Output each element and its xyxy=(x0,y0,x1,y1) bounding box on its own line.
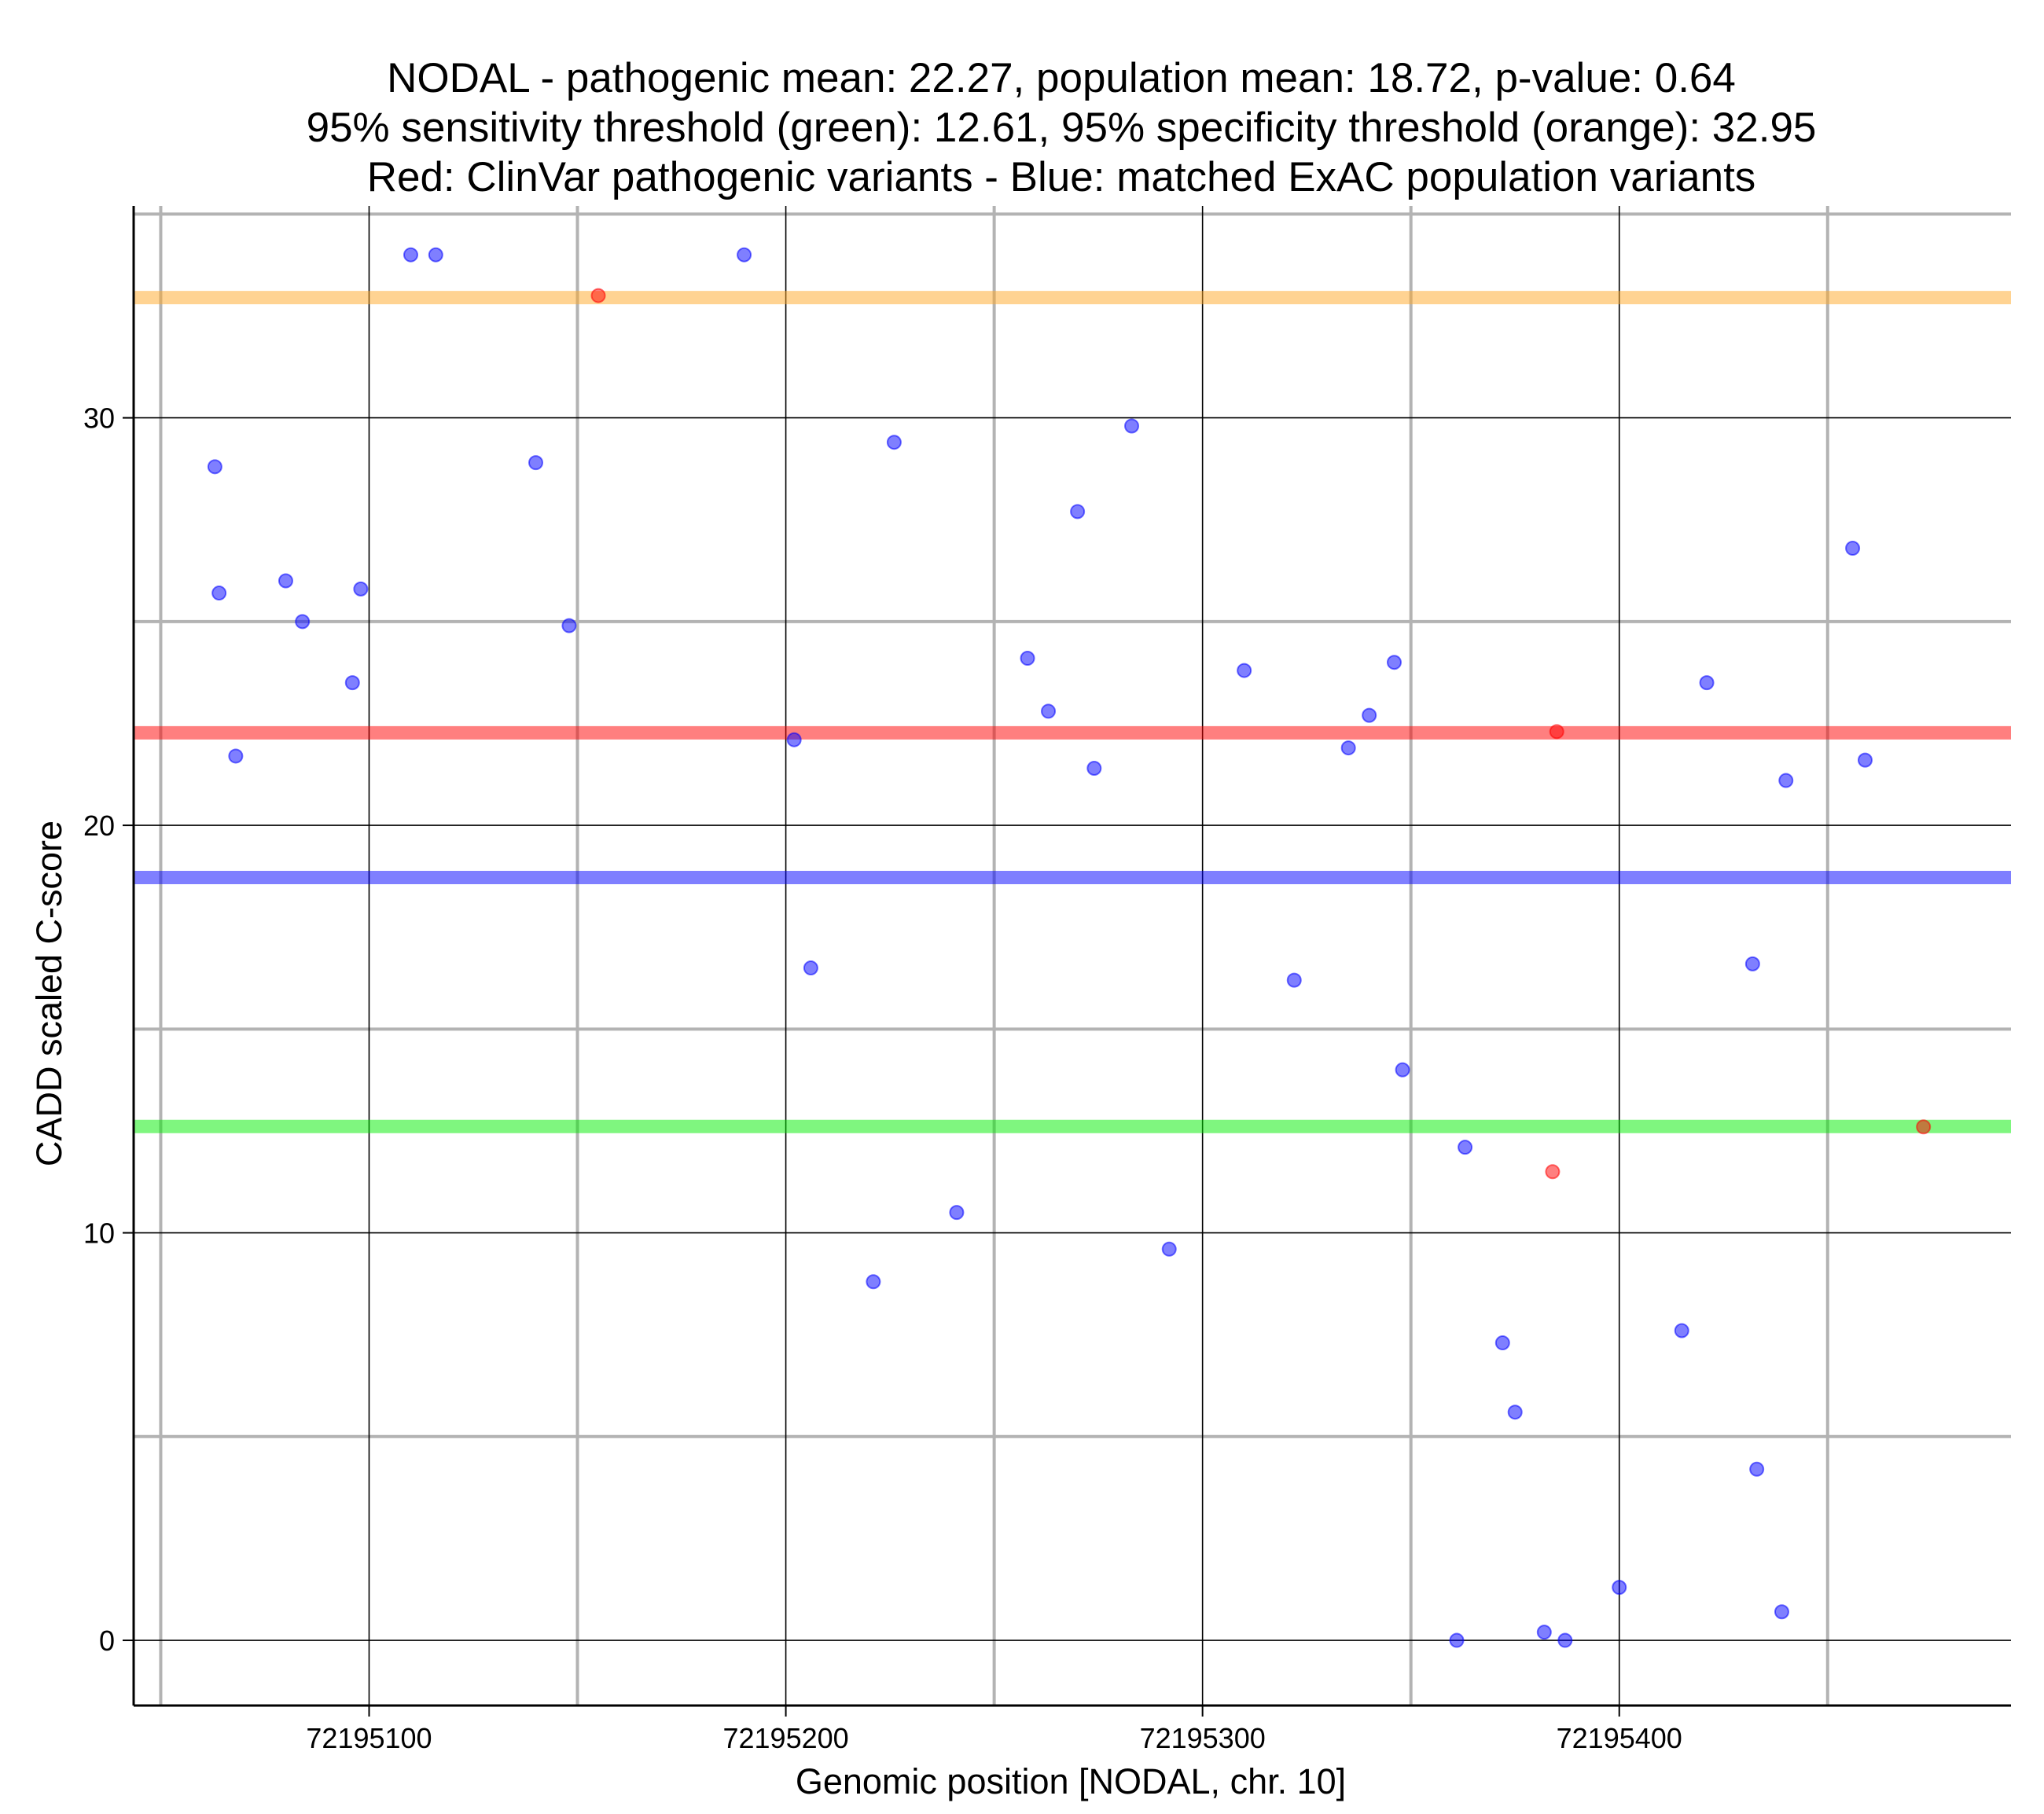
population-point xyxy=(528,455,544,471)
minor-gridlines xyxy=(134,206,2011,1706)
population-point xyxy=(403,247,419,263)
population-point xyxy=(1386,655,1402,670)
major-gridlines xyxy=(134,206,2011,1706)
axes xyxy=(123,206,2011,1717)
population-point xyxy=(1674,1323,1689,1338)
y-tick-label: 30 xyxy=(83,402,115,435)
population-point xyxy=(1124,418,1140,434)
population-point xyxy=(1458,1140,1473,1155)
population-point xyxy=(1507,1405,1523,1420)
population-point xyxy=(344,675,360,691)
y-tick-label: 0 xyxy=(99,1625,115,1657)
population-point xyxy=(1749,1461,1765,1477)
chart-title-line-1: NODAL - pathogenic mean: 22.27, populati… xyxy=(387,55,1736,101)
population-point xyxy=(1536,1625,1552,1640)
y-axis-title: CADD scaled C-score xyxy=(29,821,69,1166)
population-point xyxy=(1020,651,1035,666)
population-point xyxy=(1612,1580,1627,1596)
population-point xyxy=(1449,1632,1465,1648)
population-point xyxy=(1086,761,1102,776)
data-points xyxy=(207,247,1932,1648)
x-tick-label: 72195200 xyxy=(722,1722,848,1754)
population-point xyxy=(803,960,818,976)
tick-labels: 72195100 72195200 72195300 72195400 0 10 20 30 xyxy=(83,402,1682,1754)
population-point xyxy=(1494,1335,1510,1351)
population-point xyxy=(1744,956,1760,971)
population-point xyxy=(1070,504,1086,520)
pathogenic-point xyxy=(590,288,606,303)
population-point xyxy=(1286,972,1302,988)
population-point xyxy=(866,1274,881,1290)
population-point xyxy=(1041,703,1057,719)
x-tick-label: 72195100 xyxy=(306,1722,432,1754)
population-point xyxy=(1845,541,1861,556)
reference-lines xyxy=(134,291,2011,1133)
population-point xyxy=(1557,1632,1573,1648)
population-point xyxy=(561,618,577,633)
population-point xyxy=(1857,752,1873,768)
chart-title-line-3: Red: ClinVar pathogenic variants - Blue:… xyxy=(367,154,1756,200)
pathogenic-point xyxy=(1916,1119,1932,1135)
population-point xyxy=(295,614,311,630)
population-point xyxy=(786,732,802,747)
population-point xyxy=(228,748,244,764)
population-point xyxy=(886,435,902,450)
pathogenic-point xyxy=(1549,724,1564,740)
population-point xyxy=(211,586,227,601)
y-tick-label: 10 xyxy=(83,1217,115,1250)
population-point xyxy=(207,459,222,475)
population-point xyxy=(278,573,293,589)
x-tick-label: 72195300 xyxy=(1140,1722,1266,1754)
chart-title-line-2: 95% sensitivity threshold (green): 12.61… xyxy=(307,105,1817,151)
population-point xyxy=(1395,1062,1410,1078)
population-point xyxy=(737,247,752,263)
population-point xyxy=(353,581,369,597)
population-point xyxy=(1699,675,1715,691)
population-point xyxy=(1340,740,1356,756)
population-point xyxy=(1161,1241,1177,1257)
x-axis-title: Genomic position [NODAL, chr. 10] xyxy=(796,1761,1346,1801)
x-tick-label: 72195400 xyxy=(1557,1722,1682,1754)
population-point xyxy=(1237,663,1252,678)
population-point xyxy=(1774,1604,1789,1620)
y-tick-label: 20 xyxy=(83,810,115,842)
population-point xyxy=(949,1205,965,1221)
population-point xyxy=(1362,707,1377,723)
population-point xyxy=(1778,773,1794,788)
pathogenic-point xyxy=(1545,1164,1561,1180)
population-point xyxy=(428,247,443,263)
